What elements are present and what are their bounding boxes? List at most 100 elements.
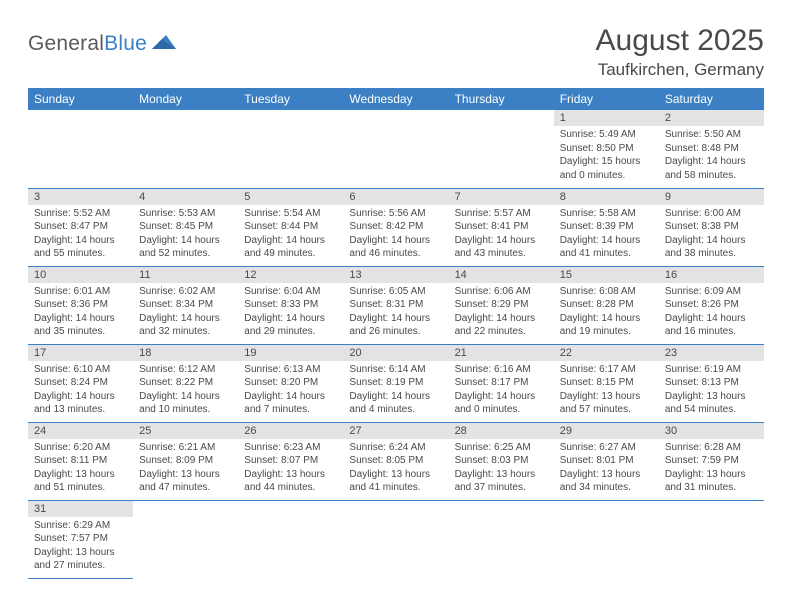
weekday-header: Tuesday <box>238 88 343 110</box>
day-details: Sunrise: 6:14 AMSunset: 8:19 PMDaylight:… <box>343 361 448 419</box>
calendar-cell <box>133 500 238 578</box>
flag-icon <box>152 33 180 56</box>
calendar-cell <box>238 500 343 578</box>
calendar-cell <box>343 110 448 188</box>
weekday-header: Monday <box>133 88 238 110</box>
day-number: 20 <box>343 345 448 361</box>
day-details: Sunrise: 6:20 AMSunset: 8:11 PMDaylight:… <box>28 439 133 497</box>
calendar-cell: 23Sunrise: 6:19 AMSunset: 8:13 PMDayligh… <box>659 344 764 422</box>
weekday-header: Wednesday <box>343 88 448 110</box>
calendar-cell: 12Sunrise: 6:04 AMSunset: 8:33 PMDayligh… <box>238 266 343 344</box>
day-details: Sunrise: 6:06 AMSunset: 8:29 PMDaylight:… <box>449 283 554 341</box>
calendar-cell <box>238 110 343 188</box>
calendar-cell: 2Sunrise: 5:50 AMSunset: 8:48 PMDaylight… <box>659 110 764 188</box>
logo: GeneralBlue <box>28 24 180 56</box>
day-details: Sunrise: 6:19 AMSunset: 8:13 PMDaylight:… <box>659 361 764 419</box>
day-number: 1 <box>554 110 659 126</box>
location: Taufkirchen, Germany <box>596 60 764 80</box>
calendar-cell: 19Sunrise: 6:13 AMSunset: 8:20 PMDayligh… <box>238 344 343 422</box>
day-number: 16 <box>659 267 764 283</box>
calendar-cell <box>659 500 764 578</box>
day-number: 24 <box>28 423 133 439</box>
calendar-cell: 30Sunrise: 6:28 AMSunset: 7:59 PMDayligh… <box>659 422 764 500</box>
day-number: 28 <box>449 423 554 439</box>
logo-word1: General <box>28 32 104 55</box>
calendar-week: 17Sunrise: 6:10 AMSunset: 8:24 PMDayligh… <box>28 344 764 422</box>
day-details: Sunrise: 6:13 AMSunset: 8:20 PMDaylight:… <box>238 361 343 419</box>
day-number: 6 <box>343 189 448 205</box>
calendar-cell <box>343 500 448 578</box>
day-details: Sunrise: 6:02 AMSunset: 8:34 PMDaylight:… <box>133 283 238 341</box>
calendar-cell: 26Sunrise: 6:23 AMSunset: 8:07 PMDayligh… <box>238 422 343 500</box>
day-details: Sunrise: 6:17 AMSunset: 8:15 PMDaylight:… <box>554 361 659 419</box>
calendar-cell: 9Sunrise: 6:00 AMSunset: 8:38 PMDaylight… <box>659 188 764 266</box>
calendar-week: 31Sunrise: 6:29 AMSunset: 7:57 PMDayligh… <box>28 500 764 578</box>
day-number: 13 <box>343 267 448 283</box>
day-details: Sunrise: 5:49 AMSunset: 8:50 PMDaylight:… <box>554 126 659 184</box>
calendar-cell: 22Sunrise: 6:17 AMSunset: 8:15 PMDayligh… <box>554 344 659 422</box>
weekday-header: Thursday <box>449 88 554 110</box>
day-details: Sunrise: 6:10 AMSunset: 8:24 PMDaylight:… <box>28 361 133 419</box>
day-number: 30 <box>659 423 764 439</box>
calendar-header-row: SundayMondayTuesdayWednesdayThursdayFrid… <box>28 88 764 110</box>
calendar-week: 1Sunrise: 5:49 AMSunset: 8:50 PMDaylight… <box>28 110 764 188</box>
day-details: Sunrise: 6:12 AMSunset: 8:22 PMDaylight:… <box>133 361 238 419</box>
day-details: Sunrise: 5:54 AMSunset: 8:44 PMDaylight:… <box>238 205 343 263</box>
day-number: 8 <box>554 189 659 205</box>
calendar-cell: 20Sunrise: 6:14 AMSunset: 8:19 PMDayligh… <box>343 344 448 422</box>
day-number: 21 <box>449 345 554 361</box>
day-details: Sunrise: 6:08 AMSunset: 8:28 PMDaylight:… <box>554 283 659 341</box>
day-number: 4 <box>133 189 238 205</box>
day-details: Sunrise: 5:58 AMSunset: 8:39 PMDaylight:… <box>554 205 659 263</box>
day-details: Sunrise: 6:09 AMSunset: 8:26 PMDaylight:… <box>659 283 764 341</box>
title-block: August 2025 Taufkirchen, Germany <box>596 24 764 80</box>
day-details: Sunrise: 6:29 AMSunset: 7:57 PMDaylight:… <box>28 517 133 575</box>
day-details: Sunrise: 5:57 AMSunset: 8:41 PMDaylight:… <box>449 205 554 263</box>
day-number: 14 <box>449 267 554 283</box>
day-details: Sunrise: 6:24 AMSunset: 8:05 PMDaylight:… <box>343 439 448 497</box>
day-number: 26 <box>238 423 343 439</box>
logo-text: GeneralBlue <box>28 32 147 56</box>
day-details: Sunrise: 5:52 AMSunset: 8:47 PMDaylight:… <box>28 205 133 263</box>
calendar-table: SundayMondayTuesdayWednesdayThursdayFrid… <box>28 88 764 579</box>
day-number: 19 <box>238 345 343 361</box>
calendar-week: 10Sunrise: 6:01 AMSunset: 8:36 PMDayligh… <box>28 266 764 344</box>
calendar-cell: 15Sunrise: 6:08 AMSunset: 8:28 PMDayligh… <box>554 266 659 344</box>
calendar-body: 1Sunrise: 5:49 AMSunset: 8:50 PMDaylight… <box>28 110 764 578</box>
calendar-cell <box>554 500 659 578</box>
weekday-header: Friday <box>554 88 659 110</box>
calendar-cell: 13Sunrise: 6:05 AMSunset: 8:31 PMDayligh… <box>343 266 448 344</box>
day-details: Sunrise: 6:01 AMSunset: 8:36 PMDaylight:… <box>28 283 133 341</box>
day-number: 2 <box>659 110 764 126</box>
calendar-cell: 8Sunrise: 5:58 AMSunset: 8:39 PMDaylight… <box>554 188 659 266</box>
calendar-cell: 17Sunrise: 6:10 AMSunset: 8:24 PMDayligh… <box>28 344 133 422</box>
calendar-cell: 18Sunrise: 6:12 AMSunset: 8:22 PMDayligh… <box>133 344 238 422</box>
calendar-cell: 14Sunrise: 6:06 AMSunset: 8:29 PMDayligh… <box>449 266 554 344</box>
day-details: Sunrise: 6:00 AMSunset: 8:38 PMDaylight:… <box>659 205 764 263</box>
calendar-cell <box>449 110 554 188</box>
calendar-cell: 3Sunrise: 5:52 AMSunset: 8:47 PMDaylight… <box>28 188 133 266</box>
day-details: Sunrise: 6:16 AMSunset: 8:17 PMDaylight:… <box>449 361 554 419</box>
day-number: 17 <box>28 345 133 361</box>
calendar-cell: 7Sunrise: 5:57 AMSunset: 8:41 PMDaylight… <box>449 188 554 266</box>
calendar-cell: 27Sunrise: 6:24 AMSunset: 8:05 PMDayligh… <box>343 422 448 500</box>
calendar-week: 3Sunrise: 5:52 AMSunset: 8:47 PMDaylight… <box>28 188 764 266</box>
calendar-cell: 21Sunrise: 6:16 AMSunset: 8:17 PMDayligh… <box>449 344 554 422</box>
day-details: Sunrise: 6:04 AMSunset: 8:33 PMDaylight:… <box>238 283 343 341</box>
calendar-cell <box>133 110 238 188</box>
logo-word2: Blue <box>104 32 147 55</box>
calendar-cell: 5Sunrise: 5:54 AMSunset: 8:44 PMDaylight… <box>238 188 343 266</box>
day-number: 7 <box>449 189 554 205</box>
calendar-cell: 29Sunrise: 6:27 AMSunset: 8:01 PMDayligh… <box>554 422 659 500</box>
day-details: Sunrise: 6:21 AMSunset: 8:09 PMDaylight:… <box>133 439 238 497</box>
weekday-header: Saturday <box>659 88 764 110</box>
day-details: Sunrise: 6:28 AMSunset: 7:59 PMDaylight:… <box>659 439 764 497</box>
day-number: 9 <box>659 189 764 205</box>
calendar-cell: 28Sunrise: 6:25 AMSunset: 8:03 PMDayligh… <box>449 422 554 500</box>
calendar-cell <box>28 110 133 188</box>
calendar-cell: 6Sunrise: 5:56 AMSunset: 8:42 PMDaylight… <box>343 188 448 266</box>
day-number: 15 <box>554 267 659 283</box>
day-number: 11 <box>133 267 238 283</box>
weekday-header: Sunday <box>28 88 133 110</box>
calendar-cell: 16Sunrise: 6:09 AMSunset: 8:26 PMDayligh… <box>659 266 764 344</box>
